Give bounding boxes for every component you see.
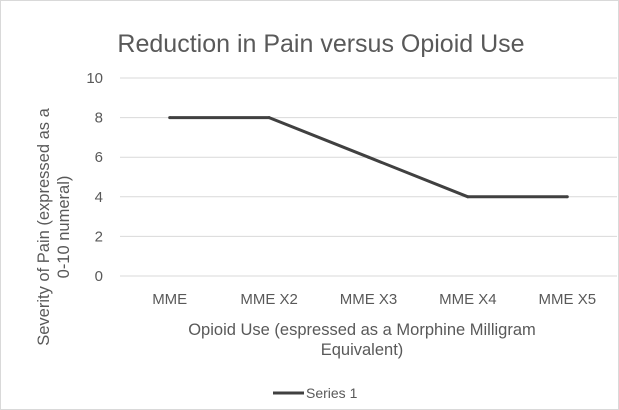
x-tick-label: MME X2 (240, 291, 298, 308)
x-axis-title-line-1: Opioid Use (espressed as a Morphine Mill… (188, 321, 536, 339)
data-point (168, 116, 172, 120)
series-group (168, 116, 569, 199)
y-tick-label: 2 (95, 228, 103, 245)
data-point (565, 195, 569, 199)
x-tick-label: MME X5 (539, 291, 597, 308)
y-axis-title: Severity of Pain (expressed as a 0-10 nu… (35, 107, 73, 345)
y-tick-label: 8 (95, 110, 103, 127)
y-tick-label: 0 (95, 268, 103, 285)
chart-title: Reduction in Pain versus Opioid Use (117, 30, 524, 58)
x-tick-label: MME X3 (340, 291, 398, 308)
data-point (466, 195, 470, 199)
x-tick-label: MME (152, 291, 187, 308)
x-axis-ticks: MME MME X2 MME X3 MME X4 MME X5 (152, 291, 596, 308)
legend-label-series-1: Series 1 (306, 385, 358, 401)
x-tick-label: MME X4 (439, 291, 497, 308)
y-axis-title-line-2: 0-10 numeral) (55, 176, 73, 279)
y-axis-ticks: 0 2 4 6 8 10 (86, 70, 103, 285)
y-tick-label: 6 (95, 149, 103, 166)
legend: Series 1 (273, 385, 358, 401)
y-axis-title-line-1: Severity of Pain (expressed as a (35, 107, 53, 345)
data-point (267, 116, 271, 120)
data-point (367, 155, 370, 159)
y-tick-label: 10 (86, 70, 103, 87)
x-axis-title-line-2: Equivalent) (321, 341, 404, 359)
y-tick-label: 4 (95, 189, 103, 206)
gridlines (120, 77, 617, 277)
